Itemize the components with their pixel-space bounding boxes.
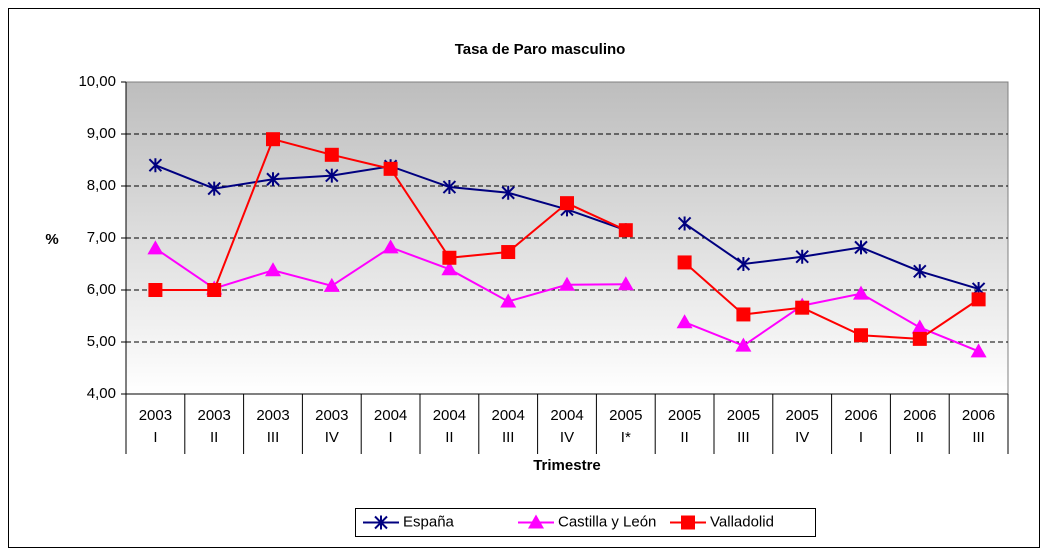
x-tick-label: IV <box>325 429 339 446</box>
marker <box>266 132 280 147</box>
x-tick-label: 2005 <box>609 407 642 424</box>
y-tick-label: 8,00 <box>87 177 116 194</box>
legend-label: Valladolid <box>710 513 774 530</box>
marker <box>528 514 544 529</box>
marker <box>382 239 399 254</box>
marker <box>441 261 458 276</box>
marker <box>911 319 928 334</box>
series-layer <box>147 132 987 358</box>
y-tick-label: 7,00 <box>87 229 116 246</box>
marker <box>971 292 986 307</box>
marker <box>853 285 869 300</box>
marker <box>148 283 163 297</box>
marker <box>442 180 457 195</box>
legend: España Castilla y León Valladolid <box>355 508 816 537</box>
x-tick-label: I <box>859 429 863 446</box>
x-tick-label: 2006 <box>903 407 936 424</box>
marker <box>147 240 164 255</box>
marker <box>736 307 751 322</box>
x-tick-label: III <box>737 429 750 446</box>
x-tick-label: 2005 <box>786 407 819 424</box>
chart-title: Tasa de Paro masculino <box>455 41 626 58</box>
marker <box>148 158 163 173</box>
marker <box>970 343 987 358</box>
x-tick-label: 2003 <box>256 407 289 424</box>
marker <box>383 161 398 176</box>
x-tick-label: 2006 <box>844 407 877 424</box>
marker <box>681 515 695 530</box>
marker <box>266 172 280 187</box>
marker <box>500 293 517 308</box>
marker <box>617 276 634 291</box>
x-tick-label: II <box>445 429 453 446</box>
x-tick-label: 2004 <box>492 407 525 424</box>
x-tick-label: I* <box>621 429 631 446</box>
x-tick-label: IV <box>795 429 809 446</box>
x-tick-label: 2004 <box>374 407 407 424</box>
marker <box>560 196 574 211</box>
marker <box>323 277 340 292</box>
marker <box>912 331 927 346</box>
marker <box>442 250 457 265</box>
x-tick-label: II <box>210 429 218 446</box>
marker <box>207 283 222 297</box>
y-tick-label: 4,00 <box>87 385 116 402</box>
legend-box <box>355 508 816 537</box>
marker <box>795 300 810 315</box>
marker <box>618 223 633 238</box>
y-axis-label: % <box>45 231 58 248</box>
x-tick-label: IV <box>560 429 574 446</box>
marker <box>913 264 927 279</box>
marker <box>736 257 751 271</box>
x-tick-label: II <box>680 429 688 446</box>
marker <box>676 314 693 329</box>
x-tick-label: 2004 <box>433 407 466 424</box>
marker <box>501 245 516 260</box>
x-tick-label: III <box>502 429 515 446</box>
x-tick-label: 2005 <box>668 407 701 424</box>
x-tick-label: 2003 <box>315 407 348 424</box>
marker <box>207 181 221 196</box>
marker <box>325 168 339 183</box>
x-tick-label: III <box>972 429 985 446</box>
marker <box>854 328 868 343</box>
legend-label: España <box>403 513 455 530</box>
x-axis-label: Trimestre <box>533 457 601 474</box>
marker <box>559 276 575 291</box>
marker <box>795 249 809 264</box>
marker <box>324 147 339 162</box>
x-tick-label: III <box>267 429 280 446</box>
x-tick-label: I <box>153 429 157 446</box>
marker <box>501 185 515 200</box>
x-tick-label: 2006 <box>962 407 995 424</box>
y-tick-label: 6,00 <box>87 281 116 298</box>
y-tick-label: 9,00 <box>87 125 116 142</box>
x-tick-label: 2003 <box>198 407 231 424</box>
marker <box>374 515 388 530</box>
x-tick-label: 2005 <box>727 407 760 424</box>
marker <box>265 262 281 277</box>
y-tick-label: 5,00 <box>87 333 116 350</box>
y-tick-label: 10,00 <box>78 73 116 90</box>
marker <box>854 240 868 255</box>
x-tick-label: II <box>916 429 924 446</box>
marker <box>735 337 752 352</box>
marker <box>677 216 692 231</box>
x-tick-label: 2003 <box>139 407 172 424</box>
legend-label: Castilla y León <box>558 513 656 530</box>
marker <box>677 255 692 270</box>
x-tick-label: I <box>389 429 393 446</box>
x-tick-label: 2004 <box>550 407 583 424</box>
